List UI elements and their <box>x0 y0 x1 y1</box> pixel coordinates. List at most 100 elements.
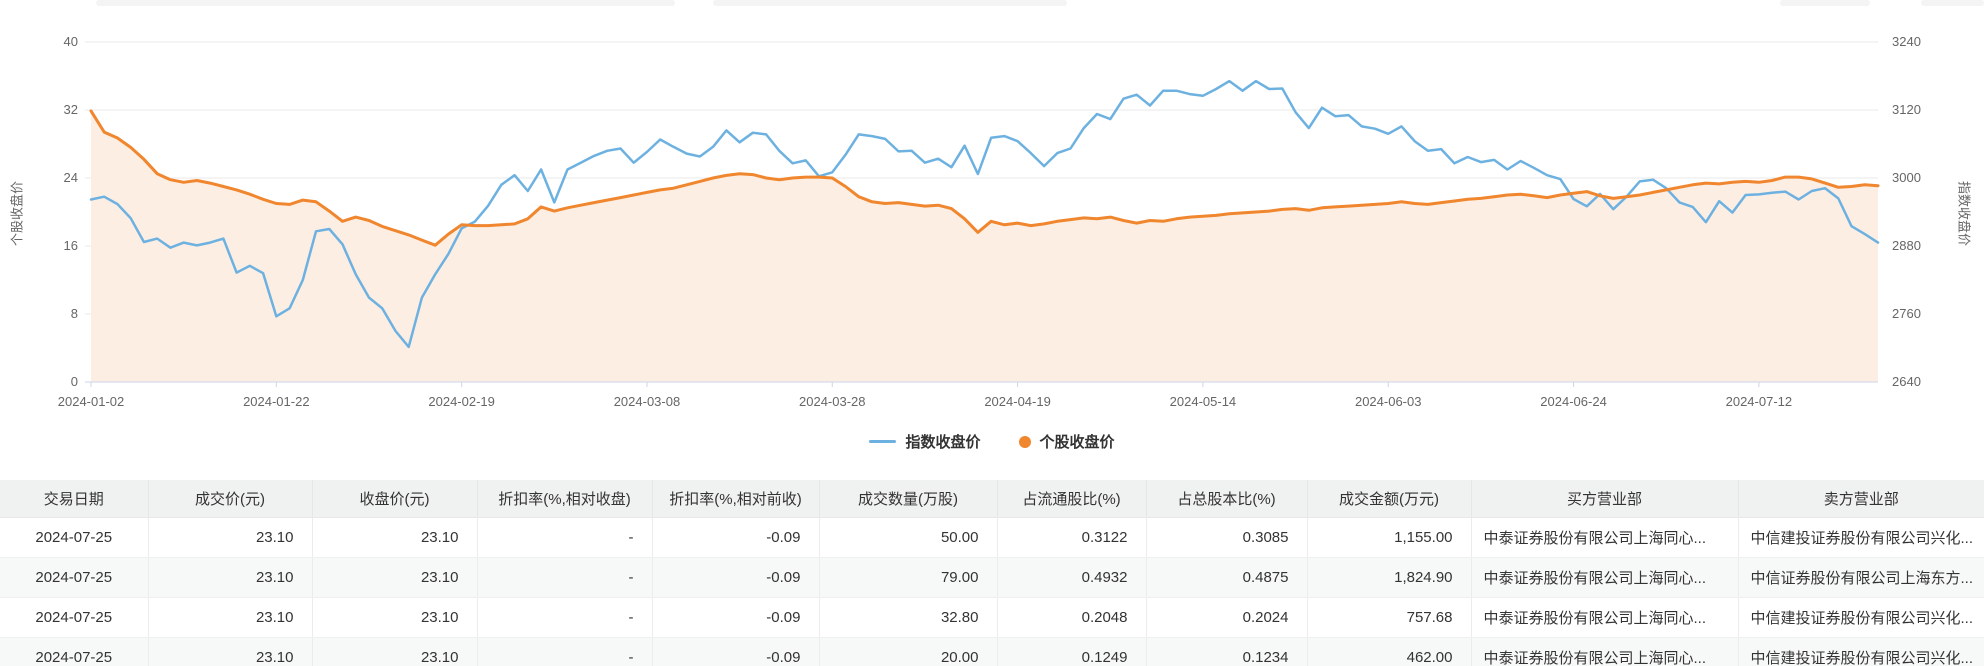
y-right-tick-label: 3120 <box>1892 102 1921 117</box>
y-left-tick-label: 24 <box>64 170 78 185</box>
top-bar-fragment <box>1780 0 1870 6</box>
cell-discount-vs-prev: -0.09 <box>652 637 820 666</box>
cell-amount-wan: 1,824.90 <box>1307 557 1472 598</box>
cell-deal-price: 23.10 <box>148 517 313 558</box>
x-tick-label: 2024-02-19 <box>428 394 495 409</box>
left-axis-title: 个股收盘价 <box>9 181 25 247</box>
x-tick-label: 2024-03-28 <box>799 394 866 409</box>
circle-marker-icon <box>1018 435 1031 448</box>
cell-trade-date: 2024-07-25 <box>0 557 149 598</box>
cell-discount-vs-close: - <box>477 557 653 598</box>
cell-seller-branch: 中信建投证券股份有限公司兴化... <box>1738 637 1984 666</box>
cell-volume-wan: 32.80 <box>819 597 998 638</box>
cell-volume-wan: 79.00 <box>819 557 998 598</box>
cell-discount-vs-prev: -0.09 <box>652 557 820 598</box>
legend-item-stock-close[interactable]: 个股收盘价 <box>1018 431 1115 452</box>
y-left-tick-label: 16 <box>64 238 78 253</box>
cell-close-price: 23.10 <box>312 637 478 666</box>
price-line-chart[interactable]: 08162432402640276028803000312032402024-0… <box>0 0 1984 430</box>
x-tick-label: 2024-01-22 <box>243 394 310 409</box>
cell-trade-date: 2024-07-25 <box>0 517 149 558</box>
col-header-buyer-branch: 买方营业部 <box>1471 480 1739 518</box>
right-axis-title: 指数收盘价 <box>1956 180 1972 246</box>
col-header-trade-date: 交易日期 <box>0 480 149 518</box>
x-tick-label: 2024-06-24 <box>1540 394 1607 409</box>
cell-trade-date: 2024-07-25 <box>0 637 149 666</box>
cell-pct-total-shares: 0.1234 <box>1146 637 1308 666</box>
col-header-discount-vs-close: 折扣率(%,相对收盘) <box>477 480 653 518</box>
legend-label: 个股收盘价 <box>1039 434 1115 451</box>
cell-close-price: 23.10 <box>312 557 478 598</box>
y-right-tick-label: 2640 <box>1892 374 1921 389</box>
x-tick-label: 2024-03-08 <box>614 394 681 409</box>
col-header-discount-vs-prev: 折扣率(%,相对前收) <box>652 480 820 518</box>
cell-close-price: 23.10 <box>312 517 478 558</box>
cell-pct-float-shares: 0.4932 <box>997 557 1147 598</box>
y-right-tick-label: 2760 <box>1892 306 1921 321</box>
col-header-amount-wan: 成交金额(万元) <box>1307 480 1472 518</box>
table-row[interactable]: 2024-07-25 23.10 23.10- -0.09 50.00 0.3122 0.3… <box>0 517 1984 558</box>
col-header-volume-wan: 成交数量(万股) <box>819 480 998 518</box>
cell-pct-float-shares: 0.3122 <box>997 517 1147 558</box>
cell-discount-vs-close: - <box>477 637 653 666</box>
cell-close-price: 23.10 <box>312 597 478 638</box>
cell-buyer-branch: 中泰证券股份有限公司上海同心... <box>1471 557 1739 598</box>
cell-deal-price: 23.10 <box>148 557 313 598</box>
col-header-pct-total-shares: 占总股本比(%) <box>1146 480 1308 518</box>
cell-discount-vs-prev: -0.09 <box>652 597 820 638</box>
x-tick-label: 2024-01-02 <box>58 394 125 409</box>
cell-seller-branch: 中信证券股份有限公司上海东方... <box>1738 557 1984 598</box>
y-left-tick-label: 40 <box>64 34 78 49</box>
table-row[interactable]: 2024-07-25 23.10 23.10- -0.09 32.80 0.2048 0.2… <box>0 597 1984 638</box>
top-bar-fragment <box>1921 0 1984 6</box>
cell-pct-float-shares: 0.2048 <box>997 597 1147 638</box>
cell-deal-price: 23.10 <box>148 637 313 666</box>
line-marker-icon <box>869 440 897 443</box>
cell-seller-branch: 中信建投证券股份有限公司兴化... <box>1738 517 1984 558</box>
cell-amount-wan: 462.00 <box>1307 637 1472 666</box>
cell-trade-date: 2024-07-25 <box>0 597 149 638</box>
col-header-close-price: 收盘价(元) <box>312 480 478 518</box>
cell-buyer-branch: 中泰证券股份有限公司上海同心... <box>1471 597 1739 638</box>
cell-pct-total-shares: 0.2024 <box>1146 597 1308 638</box>
y-right-tick-label: 2880 <box>1892 238 1921 253</box>
col-header-seller-branch: 卖方营业部 <box>1738 480 1984 518</box>
cell-discount-vs-prev: -0.09 <box>652 517 820 558</box>
x-tick-label: 2024-06-03 <box>1355 394 1422 409</box>
col-header-deal-price: 成交价(元) <box>148 480 313 518</box>
chart-legend: 指数收盘价 个股收盘价 <box>0 431 1984 452</box>
x-tick-label: 2024-04-19 <box>984 394 1051 409</box>
table-row[interactable]: 2024-07-25 23.10 23.10- -0.09 20.00 0.1249 0.1… <box>0 637 1984 666</box>
x-tick-label: 2024-07-12 <box>1726 394 1793 409</box>
table-header: 交易日期 成交价(元) 收盘价(元) 折扣率(%,相对收盘) 折扣率(%,相对前收) 成交… <box>0 480 1984 518</box>
cell-deal-price: 23.10 <box>148 597 313 638</box>
x-tick-label: 2024-05-14 <box>1170 394 1237 409</box>
cell-volume-wan: 50.00 <box>819 517 998 558</box>
legend-item-index-close[interactable]: 指数收盘价 <box>869 431 981 452</box>
cell-volume-wan: 20.00 <box>819 637 998 666</box>
cell-discount-vs-close: - <box>477 517 653 558</box>
cell-pct-total-shares: 0.3085 <box>1146 517 1308 558</box>
cell-discount-vs-close: - <box>477 597 653 638</box>
cell-pct-total-shares: 0.4875 <box>1146 557 1308 598</box>
y-left-tick-label: 8 <box>71 306 78 321</box>
cell-buyer-branch: 中泰证券股份有限公司上海同心... <box>1471 517 1739 558</box>
y-right-tick-label: 3000 <box>1892 170 1921 185</box>
y-left-tick-label: 0 <box>71 374 78 389</box>
cell-buyer-branch: 中泰证券股份有限公司上海同心... <box>1471 637 1739 666</box>
top-bar-fragment <box>96 0 675 6</box>
top-bar-fragment <box>713 0 1067 6</box>
index-close-line <box>89 79 1880 349</box>
y-left-tick-label: 32 <box>64 102 78 117</box>
stock-price-area <box>91 110 1878 383</box>
table-row[interactable]: 2024-07-25 23.10 23.10- -0.09 79.00 0.4932 0.4… <box>0 557 1984 598</box>
cell-amount-wan: 1,155.00 <box>1307 517 1472 558</box>
cell-amount-wan: 757.68 <box>1307 597 1472 638</box>
block-trades-table: 交易日期 成交价(元) 收盘价(元) 折扣率(%,相对收盘) 折扣率(%,相对前收) 成交… <box>0 480 1984 666</box>
col-header-pct-float-shares: 占流通股比(%) <box>997 480 1147 518</box>
legend-label: 指数收盘价 <box>905 434 981 451</box>
cell-pct-float-shares: 0.1249 <box>997 637 1147 666</box>
cell-seller-branch: 中信建投证券股份有限公司兴化... <box>1738 597 1984 638</box>
y-right-tick-label: 3240 <box>1892 34 1921 49</box>
